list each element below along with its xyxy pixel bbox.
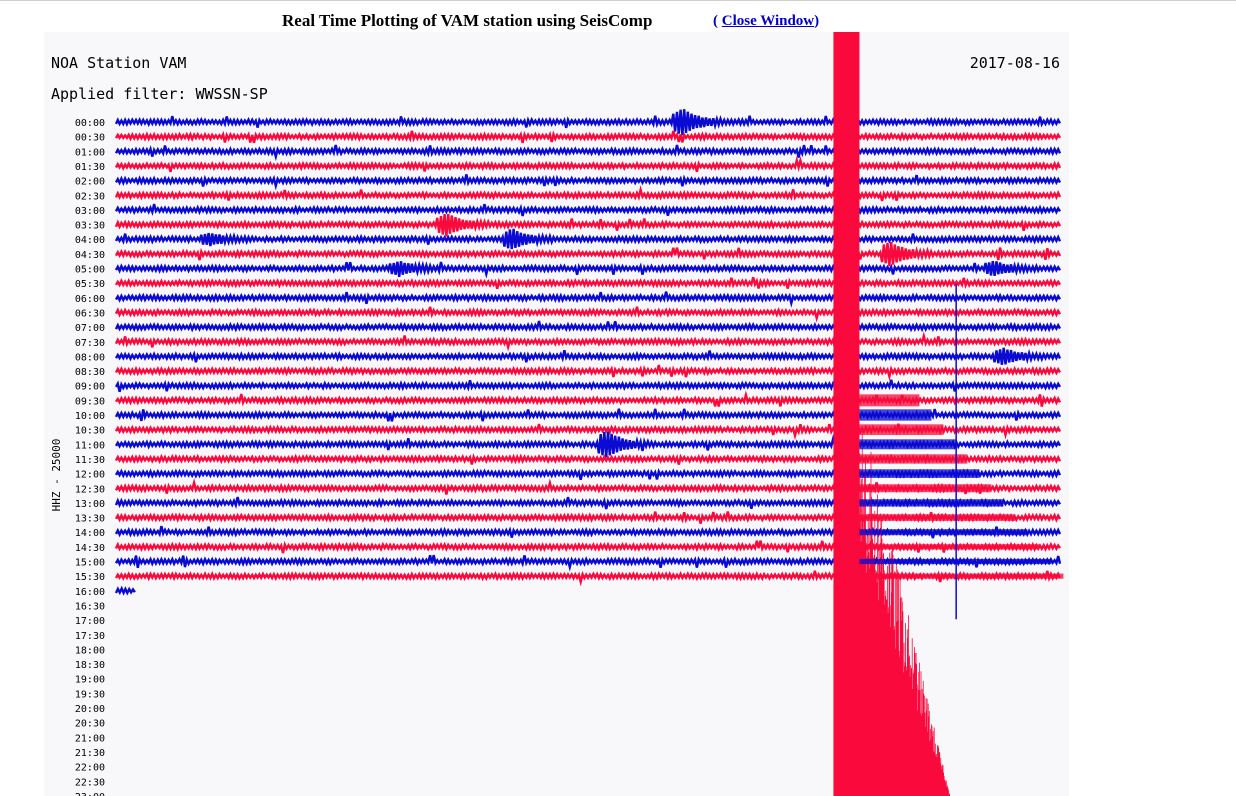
coda-envelope (859, 484, 992, 493)
time-label: 07:30 (75, 338, 105, 349)
trace-line (114, 277, 1062, 290)
trace-line (114, 144, 1062, 162)
time-label: 04:00 (75, 235, 105, 246)
time-axis: 00:00 00:30 01:00 01:30 02:00 02:30 03:00 03:30… (75, 118, 105, 796)
trace-line (114, 242, 1062, 267)
time-label: 00:00 (75, 118, 105, 129)
trace-line (114, 306, 1062, 323)
trace-line (114, 213, 1062, 237)
time-label: 04:30 (75, 250, 105, 261)
trace-line (114, 203, 1062, 217)
time-label: 20:30 (75, 719, 105, 730)
time-label: 12:00 (75, 470, 105, 481)
coda-envelope (859, 499, 1004, 507)
earthquake-coda (859, 426, 950, 796)
time-label: 10:30 (75, 426, 105, 437)
page-header: Real Time Plotting of VAM station using … (0, 10, 1236, 34)
time-label: 05:00 (75, 265, 105, 276)
coda-envelope (859, 573, 1064, 579)
time-label: 21:30 (75, 748, 105, 759)
time-label: 09:00 (75, 382, 105, 393)
time-label: 14:00 (75, 528, 105, 539)
plot-date: 2017-08-16 (970, 54, 1060, 72)
coda-envelope (859, 454, 968, 464)
coda-envelope (859, 394, 920, 407)
close-window-link[interactable]: ( Close Window) (713, 13, 820, 29)
time-label: 18:00 (75, 645, 105, 656)
time-label: 08:00 (75, 352, 105, 363)
time-label: 15:00 (75, 558, 105, 569)
filter-label: Applied filter: WWSSN-SP (51, 85, 268, 103)
earthquake-saturation (833, 32, 860, 796)
time-label: 23:00 (75, 792, 105, 796)
trace-group (114, 32, 1064, 796)
coda-envelope (859, 529, 1028, 536)
trace-line (114, 174, 1062, 191)
time-label: 20:00 (75, 704, 105, 715)
station-name: NOA Station VAM (51, 54, 186, 72)
time-label: 17:00 (75, 616, 105, 627)
time-label: 06:00 (75, 294, 105, 305)
coda-envelope (859, 439, 956, 450)
time-label: 16:30 (75, 601, 105, 612)
page-title: Real Time Plotting of VAM station using … (282, 11, 653, 30)
time-label: 00:30 (75, 133, 105, 144)
time-label: 11:00 (75, 440, 105, 451)
time-label: 01:00 (75, 147, 105, 158)
trace-line (114, 130, 1062, 144)
trace-line (114, 347, 1062, 365)
time-label: 07:00 (75, 323, 105, 334)
trace-line (114, 331, 1062, 352)
trace-line (114, 320, 1062, 333)
time-label: 10:00 (75, 411, 105, 422)
trace-line (114, 585, 136, 596)
time-label: 03:30 (75, 221, 105, 232)
time-label: 22:00 (75, 763, 105, 774)
time-label: 22:30 (75, 777, 105, 788)
time-label: 15:30 (75, 572, 105, 583)
trace-line (114, 228, 1062, 250)
coda-envelope (859, 544, 1040, 550)
time-label: 16:00 (75, 587, 105, 598)
time-label: 13:30 (75, 514, 105, 525)
coda-envelope (859, 469, 980, 478)
time-label: 01:30 (75, 162, 105, 173)
time-label: 05:30 (75, 279, 105, 290)
trace-line (114, 291, 1062, 308)
time-label: 19:30 (75, 689, 105, 700)
seismogram-panel: NOA Station VAM 2017-08-16 Applied filte… (44, 32, 1069, 796)
top-divider (0, 0, 1236, 1)
close-window-label: Close Window (721, 13, 815, 29)
trace-line (114, 155, 1062, 173)
time-label: 08:30 (75, 367, 105, 378)
time-label: 06:30 (75, 308, 105, 319)
time-label: 14:30 (75, 543, 105, 554)
time-label: 12:30 (75, 484, 105, 495)
trace-line (114, 379, 1062, 393)
time-label: 19:00 (75, 675, 105, 686)
trace-line (114, 364, 1062, 382)
time-label: 09:30 (75, 396, 105, 407)
coda-envelope (859, 424, 944, 435)
time-label: 21:00 (75, 733, 105, 744)
time-label: 02:30 (75, 191, 105, 202)
seismogram-plot: NOA Station VAM 2017-08-16 Applied filte… (50, 32, 1064, 796)
time-label: 17:30 (75, 631, 105, 642)
coda-envelope (859, 514, 1016, 521)
trace-line (114, 260, 1062, 279)
coda-envelope (859, 409, 932, 421)
time-label: 13:00 (75, 499, 105, 510)
trace-line (114, 109, 1062, 136)
trace-line (114, 185, 1062, 202)
channel-label: HHZ - 25000 (50, 439, 63, 512)
time-label: 03:00 (75, 206, 105, 217)
time-label: 18:30 (75, 660, 105, 671)
time-label: 02:00 (75, 177, 105, 188)
time-label: 11:30 (75, 455, 105, 466)
